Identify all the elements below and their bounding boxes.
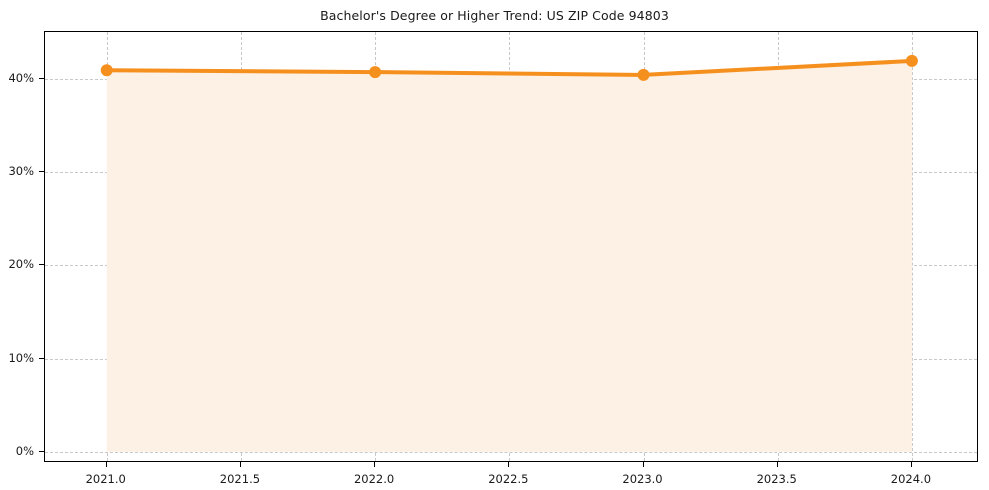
y-tick-label: 0% [15, 443, 34, 458]
x-tick-label: 2023.0 [622, 472, 663, 486]
x-tick-mark [642, 462, 644, 467]
x-tick-label: 2023.5 [756, 472, 797, 486]
x-tick-mark [910, 462, 912, 467]
y-tick-label: 10% [8, 350, 34, 365]
x-tick-label: 2021.5 [219, 472, 261, 486]
series-area-fill [106, 60, 912, 452]
x-tick-mark [374, 462, 376, 467]
x-tick-mark [105, 462, 107, 467]
chart-title: Bachelor's Degree or Higher Trend: US ZI… [320, 8, 669, 23]
x-tick-label: 2024.0 [890, 472, 932, 486]
x-tick-mark [508, 462, 510, 467]
y-tick-label: 20% [8, 257, 34, 272]
y-tick-label: 40% [8, 70, 34, 85]
x-tick-label: 2022.0 [353, 472, 395, 486]
x-tick-mark [776, 462, 778, 467]
series-line [104, 58, 914, 77]
x-tick-label: 2022.5 [488, 472, 529, 486]
series-line-area [100, 54, 918, 452]
data-point-marker [369, 66, 382, 79]
data-point-marker [100, 64, 113, 77]
plot-inner [45, 32, 977, 461]
x-tick-mark [239, 462, 241, 467]
y-tick-label: 30% [8, 163, 34, 178]
data-point-marker [637, 68, 650, 81]
x-tick-label: 2021.0 [85, 472, 126, 486]
plot-area [44, 31, 978, 462]
data-point-marker [905, 54, 918, 67]
